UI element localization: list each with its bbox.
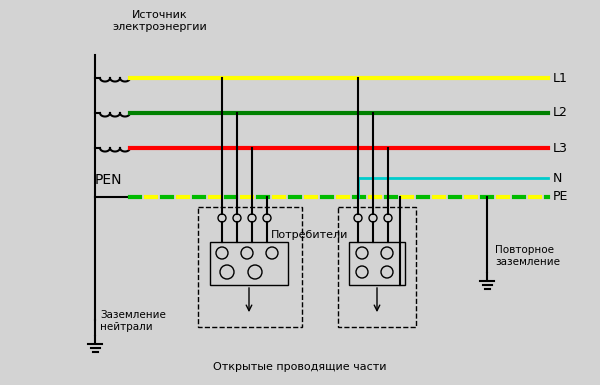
Text: Потребители: Потребители (271, 230, 349, 240)
Text: нейтрали: нейтрали (100, 322, 152, 332)
Bar (338, 207, 416, 327)
Text: электроэнергии: электроэнергии (113, 22, 208, 32)
Text: Источник: Источник (132, 10, 188, 20)
Text: Повторное: Повторное (495, 245, 554, 255)
Text: Открытые проводящие части: Открытые проводящие части (213, 362, 387, 372)
Text: PEN: PEN (95, 173, 122, 187)
Text: PE: PE (553, 191, 568, 204)
Text: L1: L1 (553, 72, 568, 84)
Bar (210, 242, 288, 285)
Text: L2: L2 (553, 107, 568, 119)
Text: N: N (553, 171, 562, 184)
Text: заземление: заземление (495, 257, 560, 267)
Text: L3: L3 (553, 142, 568, 154)
Bar (198, 207, 302, 327)
Bar (349, 242, 405, 285)
Text: Заземление: Заземление (100, 310, 166, 320)
